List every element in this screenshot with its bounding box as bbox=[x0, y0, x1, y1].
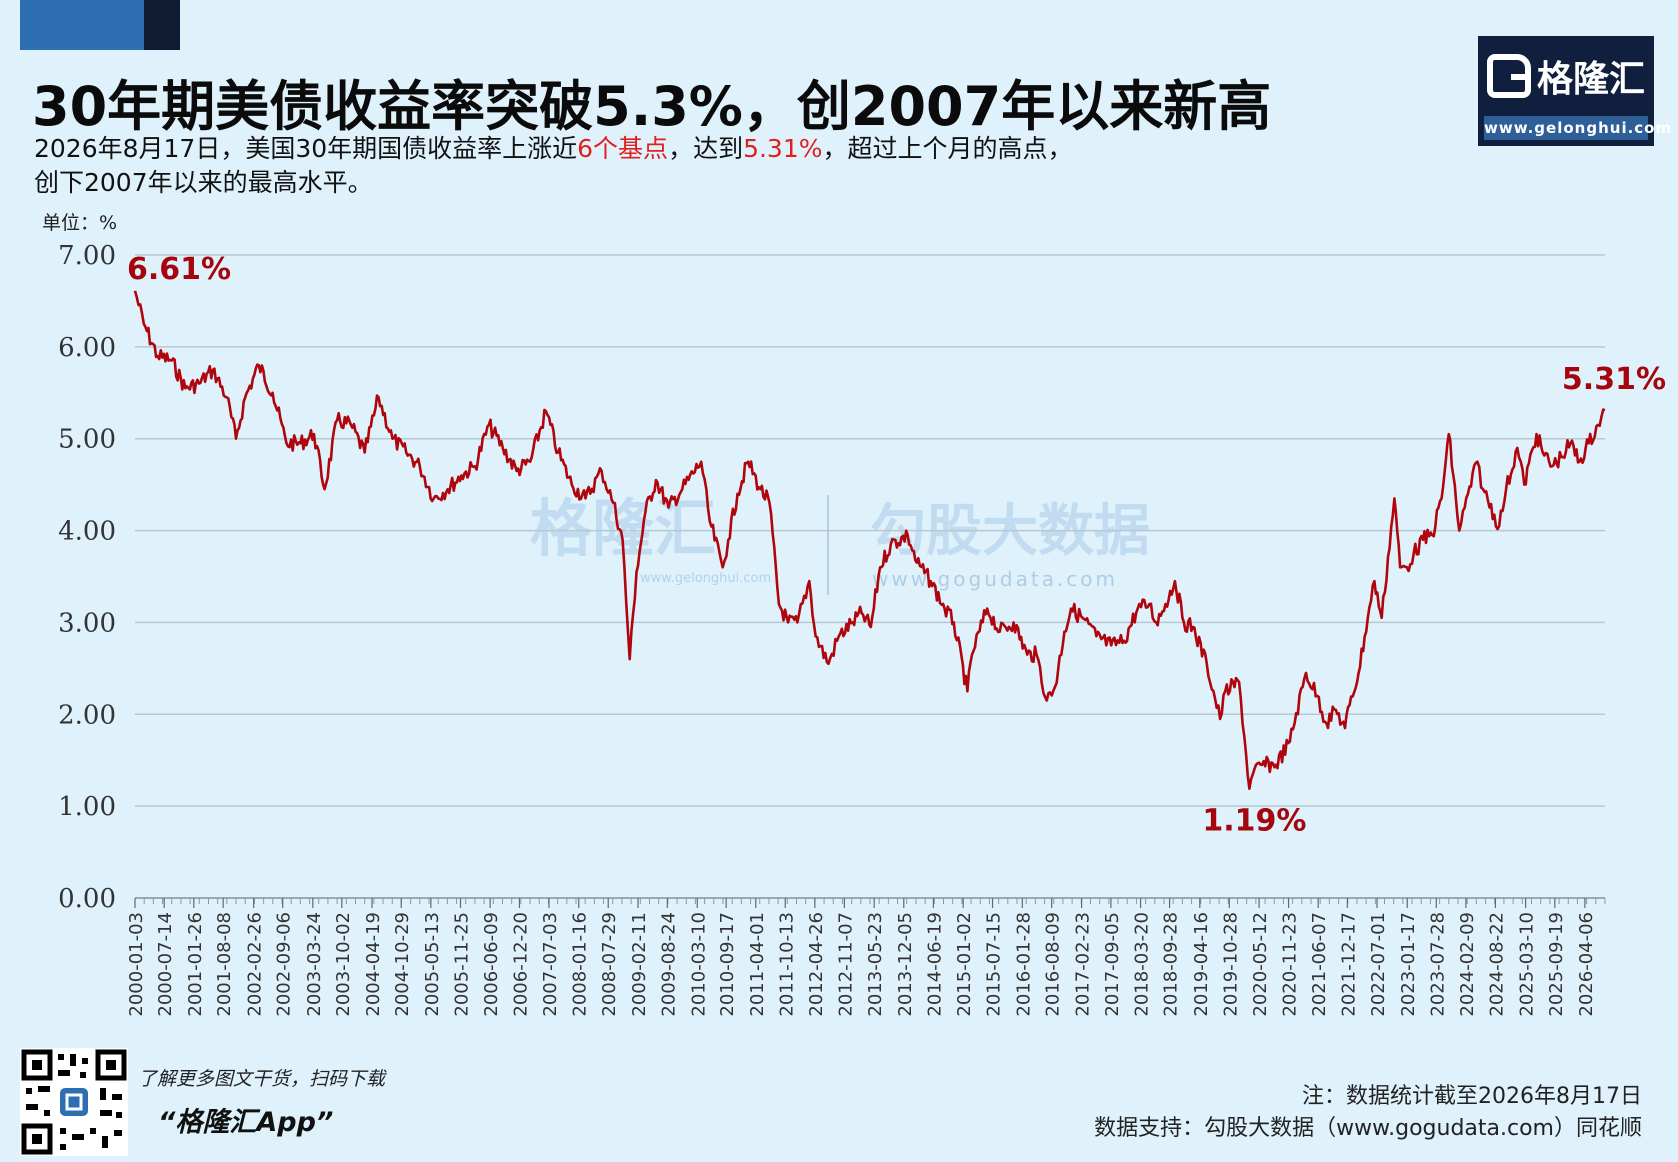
annotation-latest-value: 5.31% bbox=[1562, 362, 1666, 397]
footer-source: 数据支持：勾股大数据（www.gogudata.com）同花顺 bbox=[1094, 1116, 1642, 1141]
x-tick-label: 2006-06-09 bbox=[481, 912, 502, 1017]
x-tick-label: 2019-10-28 bbox=[1220, 912, 1241, 1017]
y-tick-label: 6.00 bbox=[58, 333, 116, 363]
x-tick-label: 2021-12-17 bbox=[1338, 912, 1359, 1017]
x-tick-label: 2003-10-02 bbox=[333, 912, 354, 1017]
subtitle-text: ，超过上个月的高点， bbox=[822, 134, 1073, 163]
x-tick-label: 2019-04-16 bbox=[1191, 912, 1212, 1017]
top-accent-bar bbox=[20, 0, 144, 50]
x-tick-label: 2024-08-22 bbox=[1486, 912, 1507, 1017]
logo-url: www.gelonghui.com bbox=[1484, 116, 1671, 140]
x-tick-label: 2020-11-23 bbox=[1280, 912, 1301, 1017]
x-tick-label: 2001-08-08 bbox=[214, 912, 235, 1017]
subtitle-text: 2026年8月17日，美国30年期国债收益率上涨近 bbox=[34, 134, 578, 163]
y-tick-label: 5.00 bbox=[58, 425, 116, 455]
x-tick-label: 2013-12-05 bbox=[895, 912, 916, 1017]
x-tick-label: 2000-01-03 bbox=[126, 912, 147, 1017]
x-tick-label: 2024-02-09 bbox=[1457, 912, 1478, 1017]
y-tick-label: 3.00 bbox=[58, 608, 116, 638]
x-tick-label: 2008-01-16 bbox=[570, 912, 591, 1017]
x-tick-label: 2025-03-10 bbox=[1517, 912, 1538, 1017]
x-tick-label: 2004-04-19 bbox=[363, 912, 384, 1017]
x-tick-label: 2021-06-07 bbox=[1309, 912, 1330, 1017]
x-tick-label: 2010-09-17 bbox=[717, 912, 738, 1017]
x-tick-label: 2011-04-01 bbox=[747, 912, 768, 1017]
x-tick-label: 2011-10-13 bbox=[776, 912, 797, 1017]
x-tick-label: 2025-09-19 bbox=[1546, 912, 1567, 1017]
chart-subtitle: 2026年8月17日，美国30年期国债收益率上涨近6个基点，达到5.31%，超过… bbox=[34, 132, 1214, 200]
x-tick-label: 2010-03-10 bbox=[688, 912, 709, 1017]
x-tick-label: 2009-08-24 bbox=[658, 912, 679, 1017]
x-tick-label: 2006-12-20 bbox=[510, 912, 531, 1017]
x-tick-label: 2015-07-15 bbox=[984, 912, 1005, 1017]
top-accent-bar-dark bbox=[144, 0, 180, 50]
chart-title: 30年期美债收益率突破5.3%，创2007年以来新高 bbox=[32, 75, 1272, 138]
line-chart: 单位：%格隆汇www.gelonghui.com勾股大数据www.gogudat… bbox=[42, 212, 1666, 1017]
subtitle-text: ，达到 bbox=[668, 134, 744, 163]
x-tick-label: 2018-09-28 bbox=[1161, 912, 1182, 1017]
x-tick-label: 2017-02-23 bbox=[1073, 912, 1094, 1017]
qr-code[interactable] bbox=[20, 1048, 128, 1156]
x-tick-label: 2014-06-19 bbox=[924, 912, 945, 1017]
x-tick-label: 2016-08-09 bbox=[1043, 912, 1064, 1017]
logo-g-icon bbox=[1486, 54, 1531, 98]
x-tick-label: 2018-03-20 bbox=[1132, 912, 1153, 1017]
x-tick-label: 2023-01-17 bbox=[1398, 912, 1419, 1017]
x-tick-label: 2020-05-12 bbox=[1250, 912, 1271, 1017]
logo-mark: 格隆汇 bbox=[1478, 36, 1654, 116]
y-unit-label: 单位：% bbox=[42, 212, 117, 234]
x-tick-label: 2013-05-23 bbox=[865, 912, 886, 1017]
footer-app-name: “格隆汇App” bbox=[158, 1107, 334, 1138]
x-tick-label: 2000-07-14 bbox=[155, 912, 176, 1017]
x-tick-label: 2016-01-28 bbox=[1013, 912, 1034, 1017]
footer-note: 注：数据统计截至2026年8月17日 bbox=[1302, 1084, 1642, 1109]
subtitle-highlight-yield: 5.31% bbox=[743, 134, 823, 163]
x-tick-label: 2001-01-26 bbox=[185, 912, 206, 1017]
x-tick-label: 2015-01-02 bbox=[954, 912, 975, 1017]
x-tick-label: 2026-04-06 bbox=[1576, 912, 1597, 1017]
y-tick-label: 0.00 bbox=[58, 884, 116, 914]
footer-promo-text: 了解更多图文干货，扫码下载 bbox=[138, 1068, 386, 1090]
yield-series-line bbox=[133, 290, 1606, 791]
x-tick-label: 2023-07-28 bbox=[1427, 912, 1448, 1017]
x-tick-label: 2003-03-24 bbox=[304, 912, 325, 1017]
logo-name: 格隆汇 bbox=[1536, 59, 1645, 100]
x-tick-label: 2017-09-05 bbox=[1102, 912, 1123, 1017]
x-tick-label: 2004-10-29 bbox=[392, 912, 413, 1017]
y-tick-label: 4.00 bbox=[58, 517, 116, 547]
x-tick-label: 2022-07-01 bbox=[1368, 912, 1389, 1017]
watermark-gogudata: 勾股大数据 bbox=[870, 499, 1150, 564]
brand-logo[interactable]: 格隆汇 www.gelonghui.com bbox=[1478, 36, 1671, 146]
annotation-low-value: 1.19% bbox=[1202, 804, 1306, 839]
x-tick-label: 2012-04-26 bbox=[806, 912, 827, 1017]
x-tick-label: 2007-07-03 bbox=[540, 912, 561, 1017]
subtitle-highlight-basis-points: 6个基点 bbox=[577, 134, 669, 163]
x-tick-label: 2008-07-29 bbox=[599, 912, 620, 1017]
x-tick-label: 2009-02-11 bbox=[629, 912, 650, 1017]
chart-area: 单位：% 格隆汇 www.gelonghui.com 勾股大数据 www.gogudat… bbox=[0, 200, 1678, 1050]
watermark-gelonghui-url: www.gelonghui.com bbox=[640, 571, 771, 586]
annotation-start-value: 6.61% bbox=[127, 252, 231, 287]
y-tick-label: 1.00 bbox=[58, 792, 116, 822]
x-tick-label: 2002-02-26 bbox=[245, 912, 266, 1017]
y-tick-label: 2.00 bbox=[58, 700, 116, 730]
x-tick-label: 2005-05-13 bbox=[422, 912, 443, 1017]
watermark-gogudata-url: www.gogudata.com bbox=[872, 567, 1118, 591]
y-tick-label: 7.00 bbox=[58, 241, 116, 271]
x-tick-label: 2002-09-06 bbox=[274, 912, 295, 1017]
subtitle-text: 创下2007年以来的最高水平。 bbox=[34, 168, 373, 197]
x-tick-label: 2005-11-25 bbox=[452, 912, 473, 1017]
x-tick-label: 2012-11-07 bbox=[835, 912, 856, 1017]
